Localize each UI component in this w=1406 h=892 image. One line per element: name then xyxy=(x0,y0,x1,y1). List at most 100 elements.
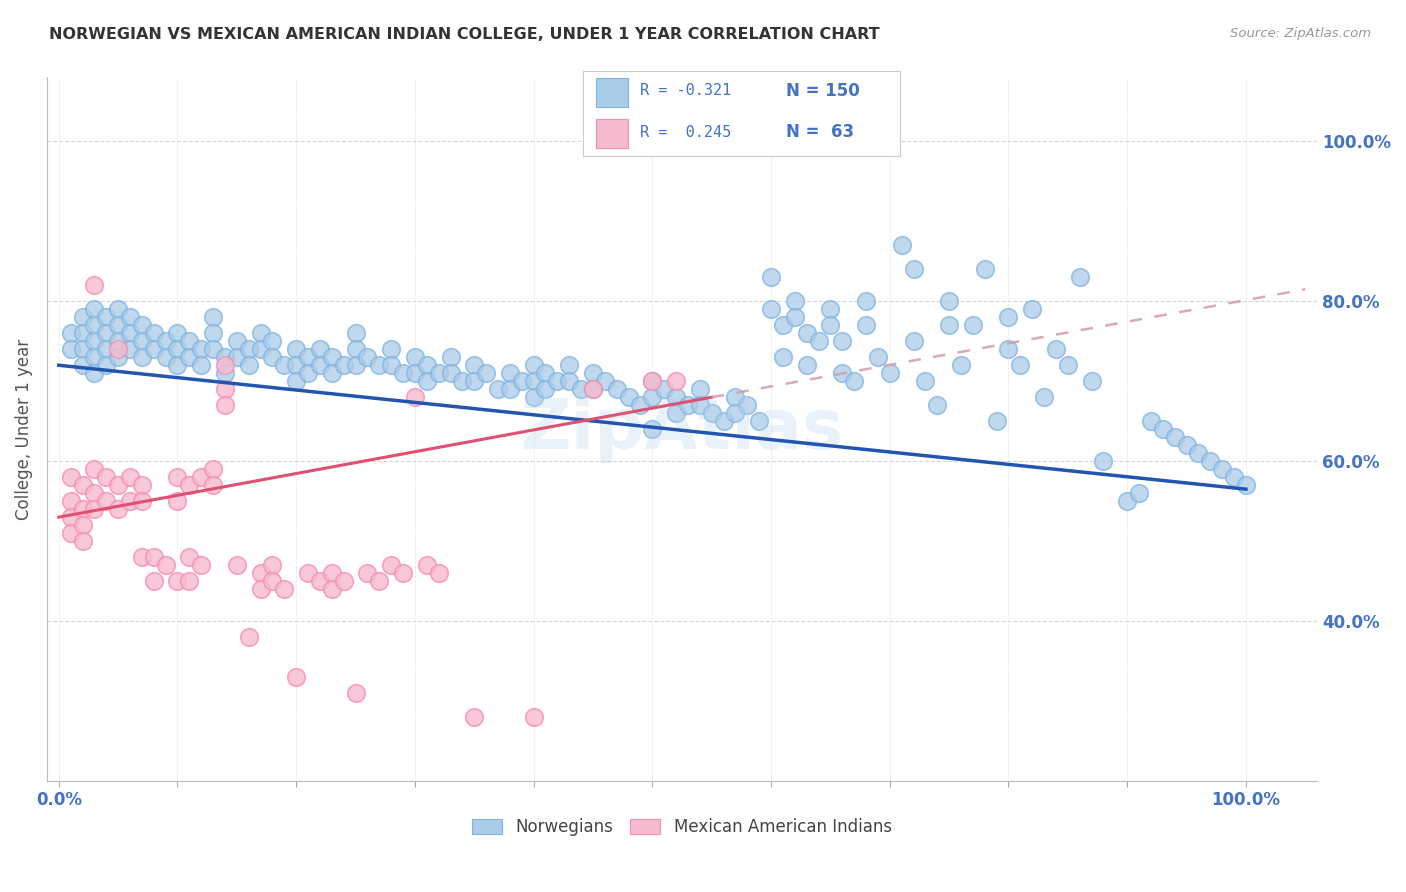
Point xyxy=(142,326,165,341)
Point xyxy=(83,351,105,365)
Point xyxy=(1080,374,1102,388)
Bar xyxy=(596,119,627,147)
Point xyxy=(582,366,605,380)
Point xyxy=(534,366,557,380)
Point xyxy=(344,358,367,372)
Text: ZipAtlas: ZipAtlas xyxy=(520,396,844,463)
Point xyxy=(356,566,378,580)
Point xyxy=(142,574,165,588)
Point xyxy=(225,334,247,349)
Point xyxy=(796,326,818,341)
Point xyxy=(107,318,129,333)
Point xyxy=(1116,494,1139,508)
Point xyxy=(166,326,188,341)
Point xyxy=(641,390,664,404)
Point xyxy=(190,343,212,357)
Point xyxy=(273,582,295,596)
Point xyxy=(179,574,201,588)
Point xyxy=(72,478,94,492)
Point xyxy=(689,398,711,412)
Point xyxy=(262,351,284,365)
Point xyxy=(1045,343,1067,357)
Point xyxy=(617,390,640,404)
Point xyxy=(202,343,225,357)
Point xyxy=(190,358,212,372)
Point xyxy=(890,238,912,252)
Point xyxy=(1199,454,1222,468)
Point xyxy=(202,462,225,476)
Point xyxy=(997,343,1019,357)
Point xyxy=(202,326,225,341)
Text: Source: ZipAtlas.com: Source: ZipAtlas.com xyxy=(1230,27,1371,40)
Point xyxy=(72,518,94,533)
Point xyxy=(1187,446,1209,460)
Point xyxy=(1021,302,1043,317)
Point xyxy=(783,310,806,325)
Point xyxy=(225,351,247,365)
Point xyxy=(713,414,735,428)
Point xyxy=(368,574,391,588)
Point xyxy=(416,558,439,573)
Text: NORWEGIAN VS MEXICAN AMERICAN INDIAN COLLEGE, UNDER 1 YEAR CORRELATION CHART: NORWEGIAN VS MEXICAN AMERICAN INDIAN COL… xyxy=(49,27,880,42)
Point xyxy=(665,406,688,420)
Point xyxy=(309,574,332,588)
Point xyxy=(356,351,378,365)
Point xyxy=(83,334,105,349)
Point xyxy=(96,470,118,484)
Point xyxy=(297,351,319,365)
Point xyxy=(72,343,94,357)
Point xyxy=(416,374,439,388)
Point xyxy=(641,374,664,388)
Point xyxy=(392,366,415,380)
Point xyxy=(1010,358,1032,372)
Point xyxy=(665,374,688,388)
Point xyxy=(546,374,568,388)
Point xyxy=(392,566,415,580)
Point xyxy=(214,351,236,365)
Point xyxy=(59,494,82,508)
Point xyxy=(214,366,236,380)
Point xyxy=(321,566,343,580)
Point xyxy=(72,326,94,341)
Point xyxy=(368,358,391,372)
Point xyxy=(1056,358,1078,372)
Point xyxy=(1234,478,1257,492)
Point xyxy=(297,566,319,580)
Point xyxy=(166,343,188,357)
Point xyxy=(72,502,94,516)
Point xyxy=(107,351,129,365)
Point xyxy=(831,366,853,380)
Text: R =  0.245: R = 0.245 xyxy=(641,125,731,140)
Point xyxy=(72,310,94,325)
Point xyxy=(427,366,450,380)
Point xyxy=(724,406,747,420)
Point xyxy=(523,358,546,372)
Point xyxy=(820,318,842,333)
Point xyxy=(96,343,118,357)
Point xyxy=(463,358,485,372)
Point xyxy=(142,550,165,565)
Point xyxy=(166,470,188,484)
Point xyxy=(606,382,628,396)
Point xyxy=(404,390,426,404)
Point xyxy=(973,262,995,277)
Point xyxy=(1211,462,1233,476)
Point xyxy=(285,374,308,388)
Point xyxy=(321,351,343,365)
Point xyxy=(463,710,485,724)
Point xyxy=(131,351,153,365)
Point xyxy=(155,558,177,573)
Y-axis label: College, Under 1 year: College, Under 1 year xyxy=(15,339,32,520)
Point xyxy=(179,478,201,492)
Point xyxy=(83,278,105,293)
Point xyxy=(1140,414,1163,428)
Point xyxy=(475,366,498,380)
Point xyxy=(155,351,177,365)
Point xyxy=(344,686,367,700)
Legend: Norwegians, Mexican American Indians: Norwegians, Mexican American Indians xyxy=(465,812,898,843)
Point xyxy=(202,310,225,325)
Point xyxy=(986,414,1008,428)
Point xyxy=(1033,390,1056,404)
Point xyxy=(463,374,485,388)
Point xyxy=(582,382,605,396)
